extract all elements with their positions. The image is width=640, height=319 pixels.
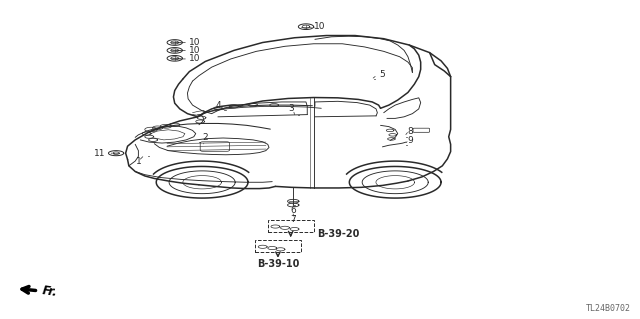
- Text: 10: 10: [189, 46, 201, 55]
- Text: 4: 4: [215, 101, 221, 110]
- Text: B-39-10: B-39-10: [257, 259, 299, 270]
- Text: TL24B0702: TL24B0702: [586, 304, 631, 313]
- Text: 7: 7: [291, 215, 296, 224]
- Text: 9: 9: [408, 136, 413, 145]
- Text: 11: 11: [95, 149, 106, 158]
- Text: Fr.: Fr.: [41, 284, 58, 299]
- Text: 2: 2: [202, 133, 208, 142]
- Text: 3: 3: [289, 104, 294, 113]
- Text: 6: 6: [291, 206, 296, 215]
- Text: 1: 1: [136, 157, 141, 166]
- Text: 8: 8: [408, 127, 413, 136]
- Text: 10: 10: [189, 55, 201, 63]
- Text: 5: 5: [380, 70, 385, 78]
- Text: 10: 10: [189, 38, 201, 47]
- Text: B-39-20: B-39-20: [317, 229, 360, 240]
- Text: 10: 10: [314, 22, 325, 31]
